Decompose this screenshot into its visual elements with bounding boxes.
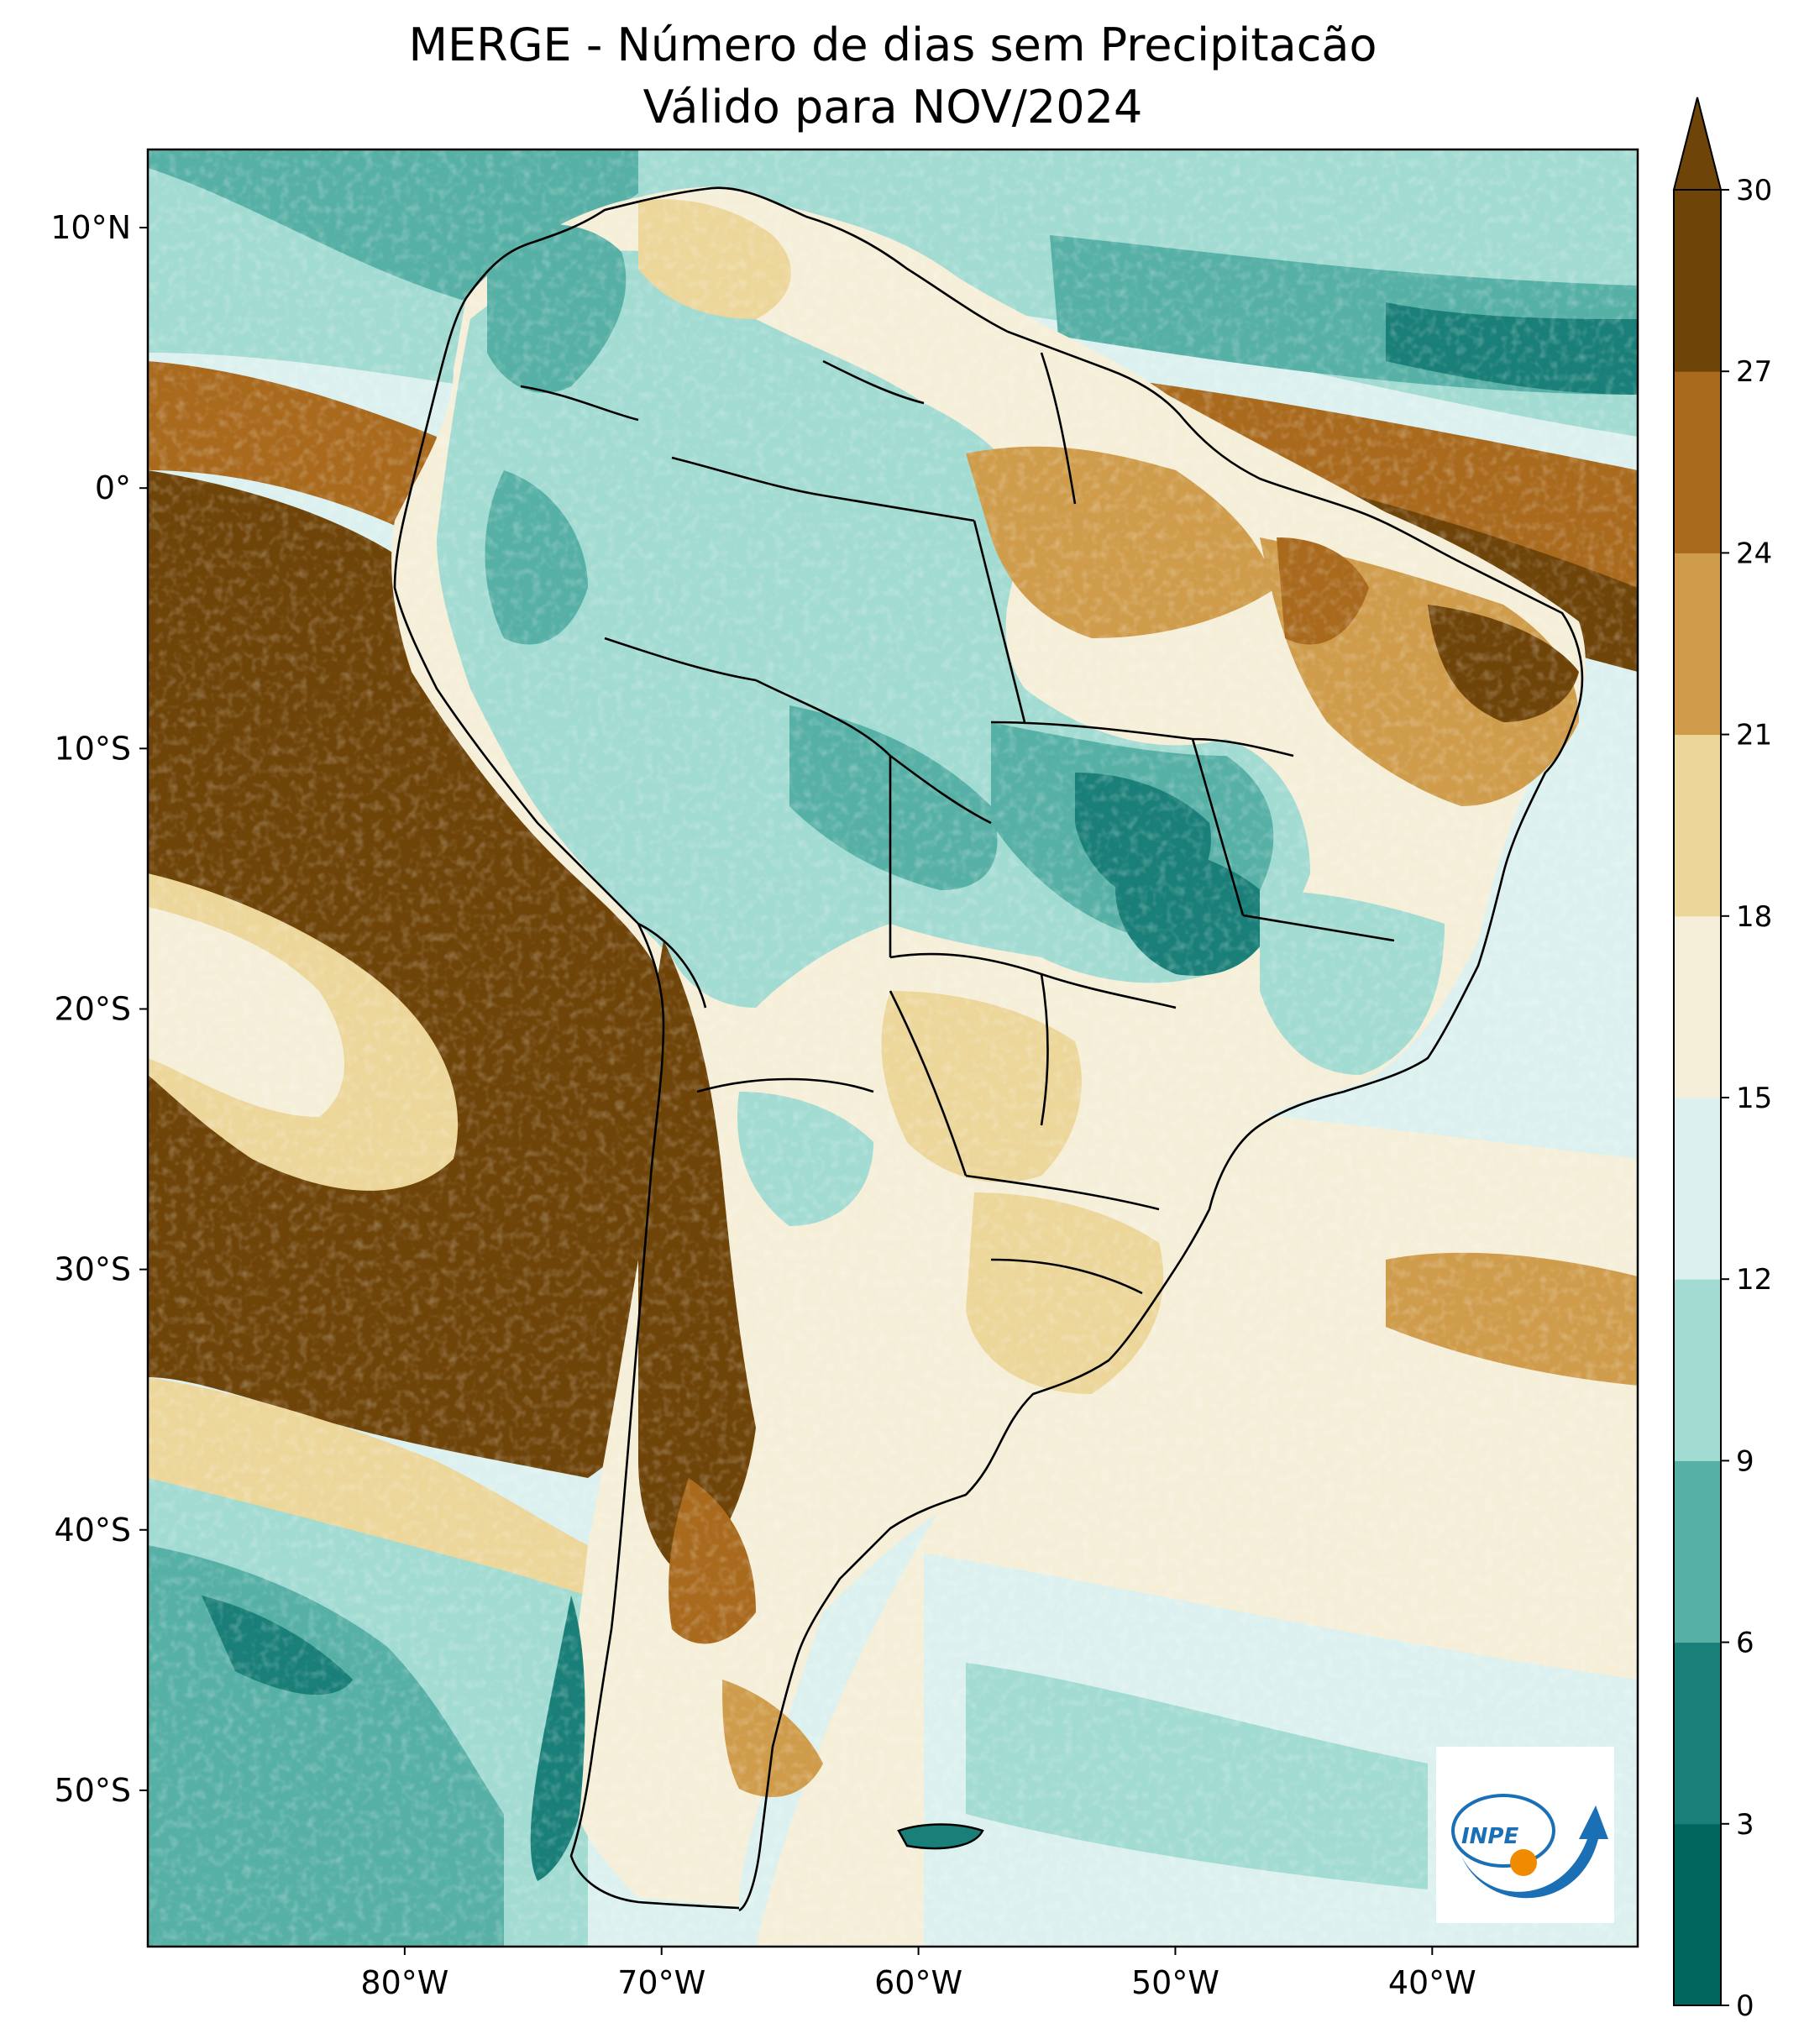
colorbar-segment — [1674, 553, 1721, 736]
colorbar-segment — [1674, 190, 1721, 372]
logo-orbit — [1451, 1794, 1555, 1868]
colorbar-label: 27 — [1736, 355, 1772, 389]
precipitation-field — [148, 149, 1638, 1947]
colorbar-label: 12 — [1736, 1263, 1772, 1297]
colorbar-segment — [1674, 371, 1721, 553]
lat-tick-label: 20°S — [55, 990, 131, 1027]
lat-tick-label: 50°S — [55, 1772, 131, 1809]
coastlines — [393, 186, 1584, 1912]
logo-arrow — [1461, 1806, 1608, 1899]
colorbar-label: 24 — [1736, 537, 1772, 570]
map-frame — [146, 148, 1639, 1948]
lon-tick-label: 50°W — [1131, 1964, 1219, 2001]
colorbar-segment — [1674, 1098, 1721, 1280]
lon-tick-label: 60°W — [874, 1964, 962, 2001]
colorbar-label: 3 — [1736, 1808, 1754, 1842]
colorbar-extend-arrow — [1672, 97, 1723, 191]
lon-tick-label: 80°W — [360, 1964, 448, 2001]
colorbar: 0 3 6 9 12 15 18 21 24 27 30 — [1672, 97, 1772, 2023]
lat-tick-label: 30°S — [55, 1251, 131, 1288]
colorbar-label: 9 — [1736, 1444, 1754, 1478]
inpe-logo-graphic: INPE — [1451, 1794, 1608, 1899]
colorbar-segment — [1674, 734, 1721, 917]
lat-tick-label: 10°S — [55, 730, 131, 767]
colorbar-label: 21 — [1736, 719, 1772, 752]
lat-tick-label: 0° — [95, 469, 131, 506]
lat-tick-label: 40°S — [55, 1512, 131, 1549]
latitude-axis: 10°N 0° 10°S 20°S 30°S 40°S 50°S — [50, 209, 148, 1809]
lon-tick-label: 40°W — [1388, 1964, 1476, 2001]
colorbar-segment — [1674, 915, 1721, 1098]
colorbar-label: 30 — [1736, 174, 1772, 207]
east-coast — [464, 186, 1584, 1912]
lon-tick-label: 70°W — [617, 1964, 705, 2001]
falkland-islands — [897, 1823, 984, 1850]
country-borders — [520, 352, 1395, 1295]
colorbar-segment — [1674, 1823, 1721, 2006]
colorbar-label: 15 — [1736, 1082, 1772, 1115]
colorbar-label: 0 — [1736, 1989, 1754, 2023]
colorbar-segment — [1674, 1279, 1721, 1461]
logo-text: INPE — [1461, 1824, 1518, 1849]
colorbar-label: 6 — [1736, 1627, 1754, 1660]
longitude-axis: 80°W 70°W 60°W 50°W 40°W — [360, 1947, 1476, 2001]
west-coast — [393, 297, 740, 1910]
colorbar-segment — [1674, 1460, 1721, 1643]
map-title-line1: MERGE - Número de dias sem Precipitacão — [408, 18, 1377, 71]
map-title-line2: Válido para NOV/2024 — [642, 81, 1143, 134]
field-noise — [148, 149, 1638, 1947]
colorbar-segment — [1674, 1642, 1721, 1825]
logo-sun — [1510, 1849, 1537, 1876]
lat-tick-label: 10°N — [50, 209, 131, 246]
colorbar-label: 18 — [1736, 900, 1772, 934]
inpe-logo: INPE — [1436, 1747, 1614, 1923]
